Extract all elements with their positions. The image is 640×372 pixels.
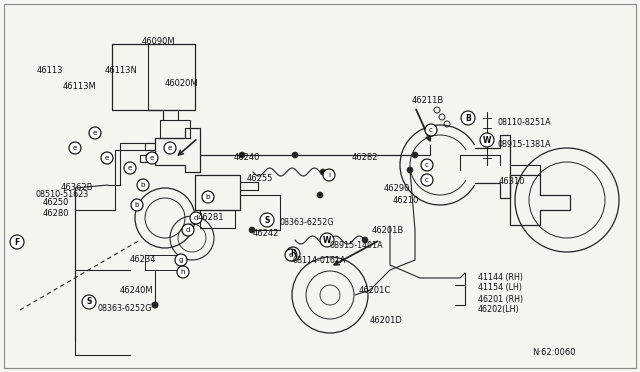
Text: e: e bbox=[73, 145, 77, 151]
Text: 46090M: 46090M bbox=[142, 37, 175, 46]
Text: W: W bbox=[323, 235, 331, 244]
Text: c: c bbox=[429, 127, 433, 133]
Text: 46201B: 46201B bbox=[372, 226, 404, 235]
Circle shape bbox=[260, 213, 274, 227]
Text: S: S bbox=[86, 298, 92, 307]
Text: c: c bbox=[425, 177, 429, 183]
Text: 08363-6252G: 08363-6252G bbox=[280, 218, 335, 227]
Text: 08110-8251A: 08110-8251A bbox=[498, 118, 552, 127]
Circle shape bbox=[124, 162, 136, 174]
Text: g: g bbox=[179, 257, 183, 263]
Circle shape bbox=[82, 295, 96, 309]
Circle shape bbox=[202, 191, 214, 203]
Text: b: b bbox=[141, 182, 145, 188]
Text: 46201C: 46201C bbox=[359, 286, 391, 295]
Text: 46113M: 46113M bbox=[63, 82, 97, 91]
Text: 46201D: 46201D bbox=[370, 316, 403, 325]
Circle shape bbox=[323, 169, 335, 181]
Text: 46240M: 46240M bbox=[120, 286, 154, 295]
Circle shape bbox=[69, 142, 81, 154]
Circle shape bbox=[461, 111, 475, 125]
Text: 41154 (LH): 41154 (LH) bbox=[478, 283, 522, 292]
Circle shape bbox=[175, 254, 187, 266]
Circle shape bbox=[146, 152, 158, 164]
Circle shape bbox=[101, 152, 113, 164]
Text: e: e bbox=[128, 165, 132, 171]
Text: e: e bbox=[150, 155, 154, 161]
Text: b: b bbox=[206, 194, 210, 200]
Text: d: d bbox=[194, 215, 198, 221]
Circle shape bbox=[320, 169, 326, 175]
Circle shape bbox=[249, 227, 255, 233]
Circle shape bbox=[182, 224, 194, 236]
Text: 46202(LH): 46202(LH) bbox=[478, 305, 520, 314]
Circle shape bbox=[288, 252, 294, 258]
Text: 08510-51623: 08510-51623 bbox=[35, 190, 88, 199]
Text: F: F bbox=[14, 237, 20, 247]
Text: S: S bbox=[264, 215, 269, 224]
Circle shape bbox=[239, 152, 245, 158]
Text: 08363-6252G: 08363-6252G bbox=[97, 304, 152, 313]
Circle shape bbox=[320, 233, 334, 247]
Text: 46281: 46281 bbox=[198, 213, 225, 222]
Circle shape bbox=[292, 152, 298, 158]
Circle shape bbox=[317, 192, 323, 198]
Text: 46211B: 46211B bbox=[412, 96, 444, 105]
Circle shape bbox=[152, 302, 158, 308]
Circle shape bbox=[177, 266, 189, 278]
Text: e: e bbox=[168, 145, 172, 151]
Circle shape bbox=[421, 159, 433, 171]
Text: 46255: 46255 bbox=[247, 174, 273, 183]
Text: 46290: 46290 bbox=[384, 184, 410, 193]
Text: 46310: 46310 bbox=[499, 177, 525, 186]
Circle shape bbox=[131, 199, 143, 211]
Circle shape bbox=[164, 142, 176, 154]
Text: 46242: 46242 bbox=[253, 229, 280, 238]
Text: B: B bbox=[465, 113, 471, 122]
Circle shape bbox=[480, 133, 494, 147]
Circle shape bbox=[89, 127, 101, 139]
Text: 46113N: 46113N bbox=[105, 66, 138, 75]
Circle shape bbox=[421, 174, 433, 186]
Circle shape bbox=[407, 167, 413, 173]
Circle shape bbox=[425, 124, 437, 136]
Text: b: b bbox=[135, 202, 139, 208]
Text: 08114-0161A: 08114-0161A bbox=[293, 256, 346, 265]
Text: i: i bbox=[328, 172, 330, 178]
Text: W: W bbox=[483, 135, 491, 144]
Text: 41144 (RH): 41144 (RH) bbox=[478, 273, 523, 282]
Text: R: R bbox=[290, 250, 296, 259]
Circle shape bbox=[285, 249, 297, 261]
Circle shape bbox=[286, 247, 300, 261]
Text: 46282: 46282 bbox=[352, 153, 378, 162]
Text: 46362B: 46362B bbox=[61, 183, 93, 192]
Text: e: e bbox=[289, 252, 293, 258]
Text: 46250: 46250 bbox=[43, 198, 69, 207]
Text: 46201 (RH): 46201 (RH) bbox=[478, 295, 523, 304]
Text: 46113: 46113 bbox=[37, 66, 63, 75]
Text: e: e bbox=[105, 155, 109, 161]
Text: e: e bbox=[93, 130, 97, 136]
Text: 46020M: 46020M bbox=[165, 79, 198, 88]
Circle shape bbox=[137, 179, 149, 191]
Text: 08915-1381A: 08915-1381A bbox=[498, 140, 552, 149]
Circle shape bbox=[10, 235, 24, 249]
Circle shape bbox=[412, 152, 418, 158]
Text: 46240: 46240 bbox=[234, 153, 260, 162]
Text: h: h bbox=[180, 269, 185, 275]
Text: d: d bbox=[186, 227, 190, 233]
Text: c: c bbox=[425, 162, 429, 168]
Text: 08915-1401A: 08915-1401A bbox=[330, 241, 383, 250]
Text: 46280: 46280 bbox=[43, 209, 70, 218]
Text: 46234: 46234 bbox=[130, 255, 157, 264]
Circle shape bbox=[190, 212, 202, 224]
Text: N·62:0060: N·62:0060 bbox=[532, 348, 575, 357]
Circle shape bbox=[362, 237, 368, 243]
Text: 46210: 46210 bbox=[393, 196, 419, 205]
